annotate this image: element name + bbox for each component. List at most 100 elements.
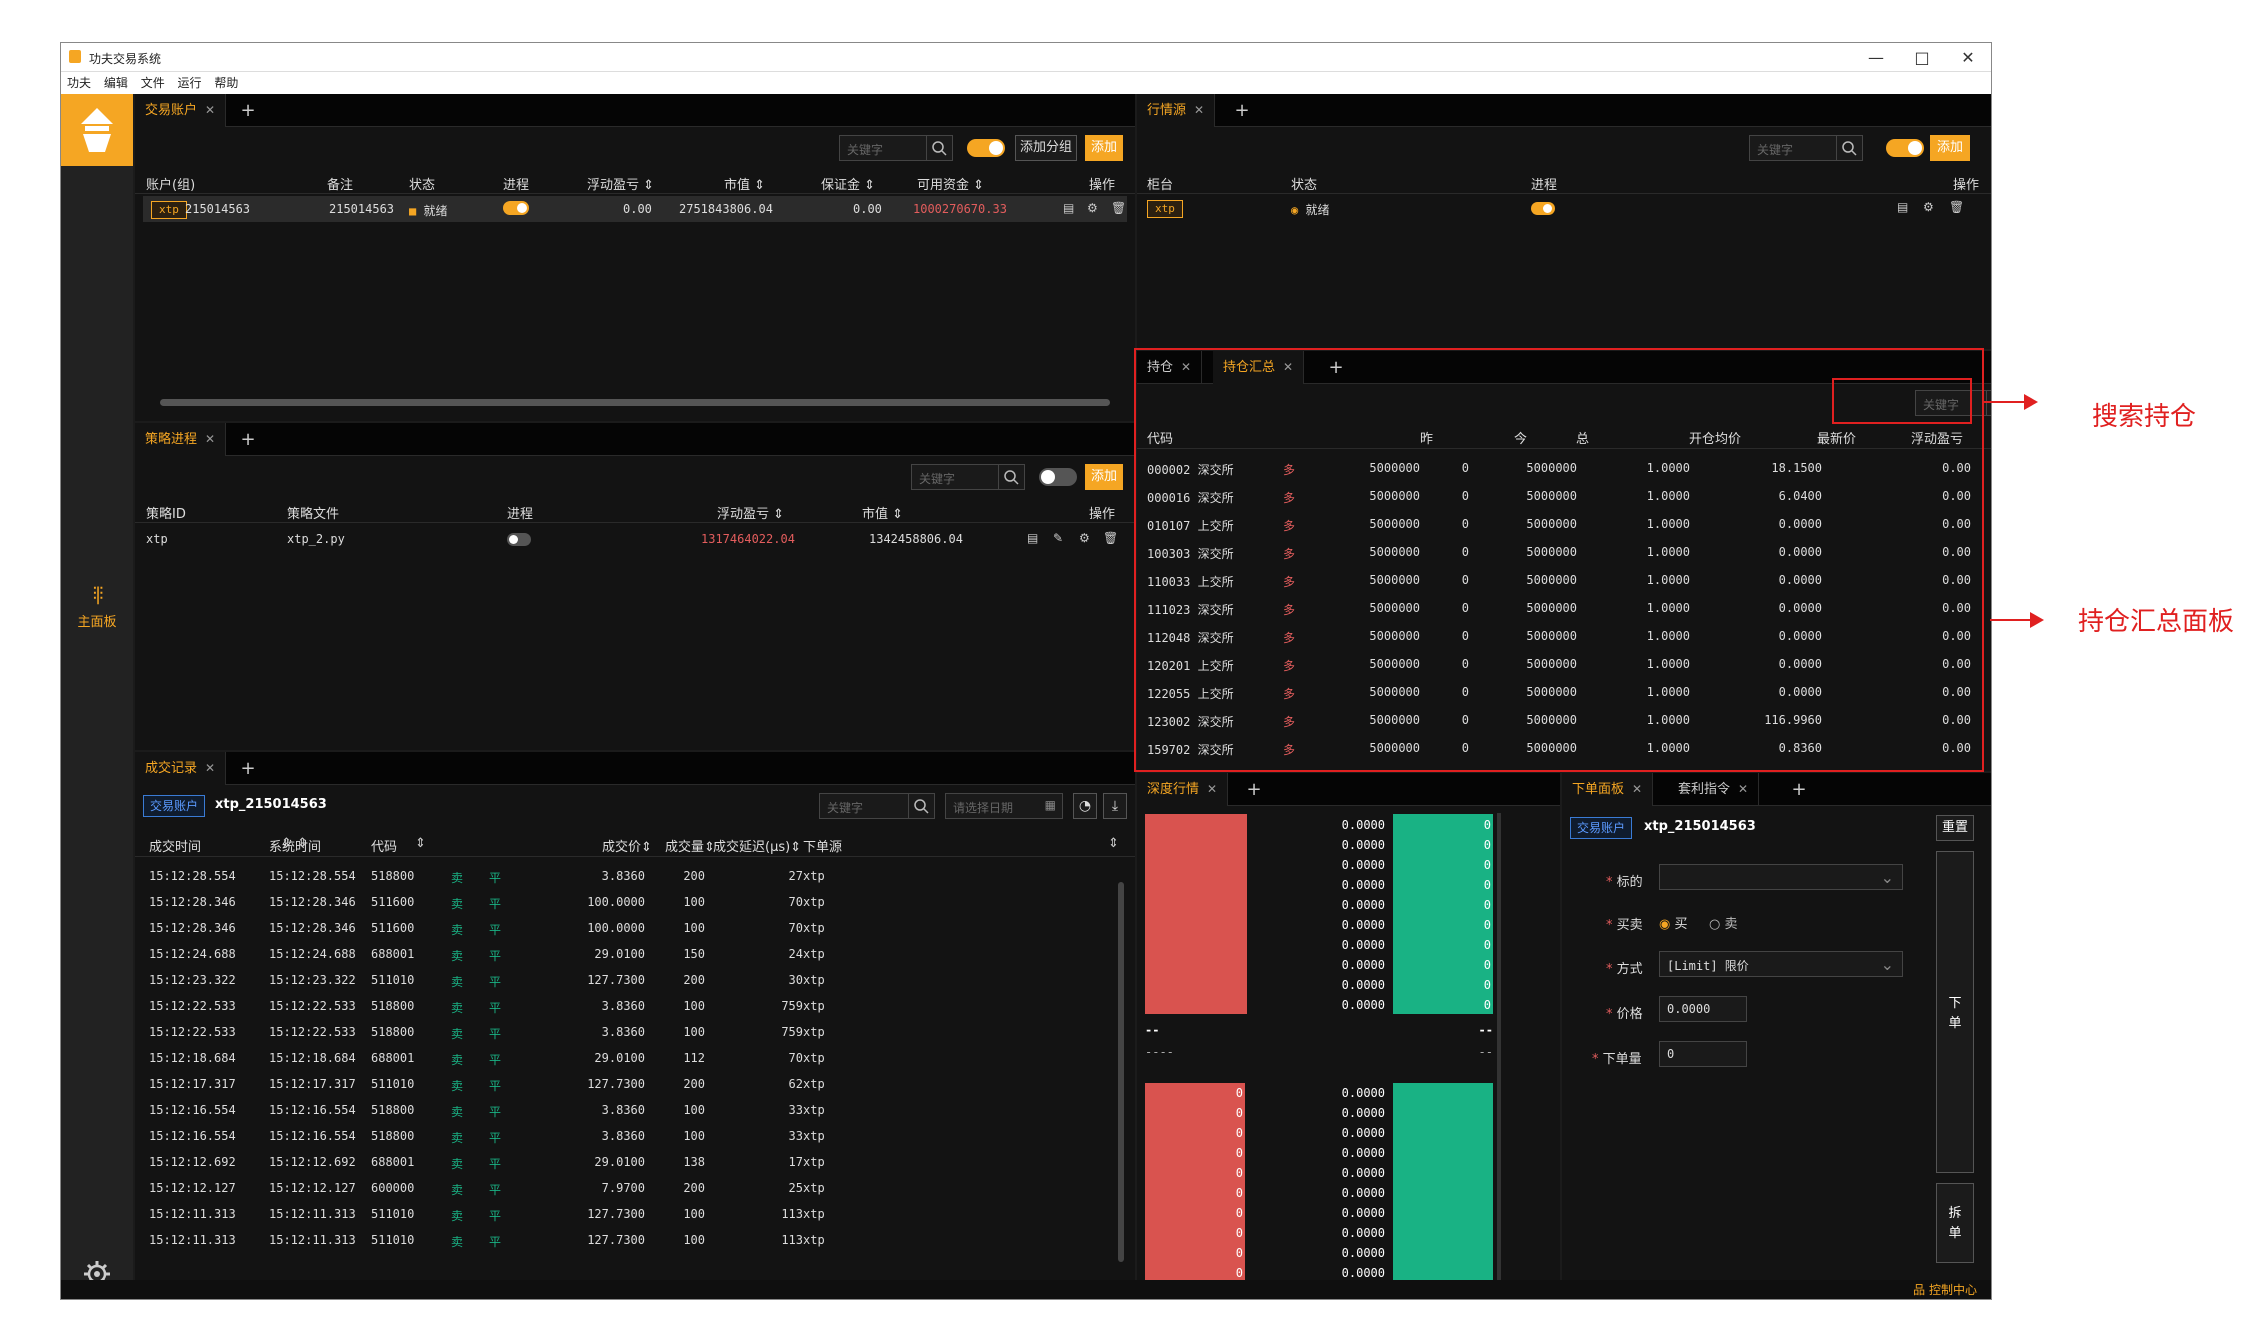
md-row[interactable]: xtp ◉ 就绪 ▤ ⚙ 🗑 [1137,196,1991,222]
table-row[interactable]: 15:12:11.313 15:12:11.313 511010 卖 平 127.7300… [135,1202,1135,1228]
add-tab-button[interactable]: + [1791,779,1807,800]
file-icon[interactable]: ▤ [1063,201,1075,215]
menu-run[interactable]: 运行 [177,76,202,90]
strategies-search-input[interactable]: 关键字 [911,464,1025,490]
md-toggle[interactable] [1886,139,1924,157]
side-buy-radio[interactable]: ◉ 买 [1659,917,1688,932]
tab-depth[interactable]: 深度行情 ✕ [1137,773,1229,806]
side-sell-radio[interactable]: ○ 卖 [1709,917,1738,932]
close-tab-icon[interactable]: ✕ [205,103,216,117]
account-process-toggle[interactable] [503,201,529,215]
nav-main-panel[interactable]: ⫶|⫶ 主面板 [61,584,133,630]
menu-edit[interactable]: 编辑 [103,76,128,90]
date-picker[interactable]: 请选择日期 ▦ [945,793,1063,819]
depth-scrollbar[interactable] [1497,813,1501,1280]
account-row[interactable]: xtp 215014563 215014563 ■ 就绪 0.00 275184… [143,196,1127,222]
table-row[interactable]: 123002 深交所 多 5000000 0 5000000 1.0000 116.9960… [1137,707,1991,735]
maximize-button[interactable]: □ [1914,48,1930,67]
search-icon[interactable] [1986,391,1991,415]
table-row[interactable]: 159702 深交所 多 5000000 0 5000000 1.0000 0.8360 0.… [1137,735,1991,763]
table-row[interactable]: 000016 深交所 多 5000000 0 5000000 1.0000 6.0400 0.… [1137,483,1991,511]
submit-order-button[interactable]: 下单 [1936,851,1974,1173]
table-row[interactable]: 15:12:16.554 15:12:16.554 518800 卖 平 3.8360 10… [135,1098,1135,1124]
tab-accounts[interactable]: 交易账户 ✕ [135,94,227,127]
close-tab-icon[interactable]: ✕ [1283,360,1294,374]
pie-chart-icon[interactable]: ◔ [1073,793,1097,819]
table-row[interactable]: 15:12:12.127 15:12:12.127 600000 卖 平 7.9700 20… [135,1176,1135,1202]
menu-help[interactable]: 帮助 [214,76,239,90]
table-row[interactable]: 15:12:17.317 15:12:17.317 511010 卖 平 127.7300… [135,1072,1135,1098]
table-row[interactable]: 15:12:22.533 15:12:22.533 518800 卖 平 3.8360 10… [135,1020,1135,1046]
add-account-button[interactable]: 添加 [1085,135,1123,161]
close-tab-icon[interactable]: ✕ [205,432,216,446]
download-icon[interactable]: ⤓ [1103,793,1127,819]
horizontal-scrollbar[interactable] [160,399,1110,406]
reset-button[interactable]: 重置 [1936,815,1974,841]
table-row[interactable]: 000002 深交所 多 5000000 0 5000000 1.0000 18.1500 0… [1137,455,1991,483]
table-row[interactable]: 15:12:18.684 15:12:18.684 688001 卖 平 29.0100 1… [135,1046,1135,1072]
close-tab-icon[interactable]: ✕ [1194,103,1205,117]
tab-md-sources[interactable]: 行情源 ✕ [1137,94,1216,127]
menu-file[interactable]: 文件 [140,76,165,90]
method-select[interactable]: [Limit] 限价 ⌄ [1659,951,1903,977]
split-order-button[interactable]: 拆单 [1936,1183,1974,1263]
table-row[interactable]: 010107 上交所 多 5000000 0 5000000 1.0000 0.0000 0.… [1137,511,1991,539]
tab-positions-summary[interactable]: 持仓汇总 ✕ [1213,351,1305,384]
control-center-link[interactable]: 品 控制中心 [1913,1283,1977,1297]
trash-icon[interactable]: 🗑 [1103,531,1119,545]
md-search-input[interactable]: 关键字 [1749,135,1863,161]
tab-order[interactable]: 下单面板 ✕ [1562,773,1654,806]
strategy-row[interactable]: xtp xtp_2.py 1317464022.04 1342458806.04… [135,527,1135,553]
add-md-button[interactable]: 添加 [1930,135,1970,161]
md-process-toggle[interactable] [1531,202,1555,215]
gear-icon[interactable]: ⚙ [1923,200,1934,214]
tab-arbitrage[interactable]: 套利指令 ✕ [1668,773,1760,806]
close-tab-icon[interactable]: ✕ [1738,782,1749,796]
table-row[interactable]: 15:12:11.313 15:12:11.313 511010 卖 平 127.7300… [135,1228,1135,1254]
accounts-search-input[interactable]: 关键字 [839,135,953,161]
add-tab-button[interactable]: + [1234,100,1250,121]
close-tab-icon[interactable]: ✕ [1207,782,1218,796]
table-row[interactable]: 15:12:16.554 15:12:16.554 518800 卖 平 3.8360 10… [135,1124,1135,1150]
add-tab-button[interactable]: + [1246,779,1262,800]
strategies-toggle[interactable] [1039,468,1077,486]
table-row[interactable]: 120201 上交所 多 5000000 0 5000000 1.0000 0.0000 0.… [1137,651,1991,679]
tab-trades[interactable]: 成交记录 ✕ [135,752,227,785]
table-row[interactable]: 111023 深交所 多 5000000 0 5000000 1.0000 0.0000 0.… [1137,595,1991,623]
close-tab-icon[interactable]: ✕ [1632,782,1643,796]
positions-search-input[interactable]: 关键字 [1915,390,1991,416]
table-row[interactable]: 15:12:28.346 15:12:28.346 511600 卖 平 100.0000… [135,916,1135,942]
accounts-toggle[interactable] [967,139,1005,157]
file-icon[interactable]: ▤ [1897,200,1909,214]
add-tab-button[interactable]: + [240,100,256,121]
search-icon[interactable] [1836,136,1862,160]
add-tab-button[interactable]: + [1328,357,1344,378]
instrument-select[interactable]: ⌄ [1659,864,1903,890]
edit-icon[interactable]: ✎ [1053,531,1064,545]
table-row[interactable]: 112048 深交所 多 5000000 0 5000000 1.0000 0.0000 0.… [1137,623,1991,651]
close-tab-icon[interactable]: ✕ [205,761,216,775]
minimize-button[interactable]: — [1868,48,1884,67]
file-icon[interactable]: ▤ [1027,531,1039,545]
price-input[interactable]: 0.0000 [1659,996,1747,1022]
table-row[interactable]: 100303 深交所 多 5000000 0 5000000 1.0000 0.0000 0.… [1137,539,1991,567]
vertical-scrollbar[interactable] [1118,882,1124,1262]
menu-kungfu[interactable]: 功夫 [67,76,92,90]
table-row[interactable]: 110033 上交所 多 5000000 0 5000000 1.0000 0.0000 0.… [1137,567,1991,595]
trash-icon[interactable]: 🗑 [1949,200,1965,214]
volume-input[interactable]: 0 [1659,1041,1747,1067]
trash-icon[interactable]: 🗑 [1111,201,1127,215]
strategy-process-toggle[interactable] [507,533,531,546]
search-icon[interactable] [908,794,934,818]
gear-icon[interactable]: ⚙ [1087,201,1098,215]
table-row[interactable]: 15:12:28.346 15:12:28.346 511600 卖 平 100.0000… [135,890,1135,916]
tab-positions[interactable]: 持仓 ✕ [1137,351,1203,384]
add-tab-button[interactable]: + [240,429,256,450]
table-row[interactable]: 15:12:23.322 15:12:23.322 511010 卖 平 127.7300… [135,968,1135,994]
table-row[interactable]: 15:12:24.688 15:12:24.688 688001 卖 平 29.0100 1… [135,942,1135,968]
add-tab-button[interactable]: + [240,758,256,779]
trades-search-input[interactable]: 关键字 [819,793,935,819]
add-strategy-button[interactable]: 添加 [1085,464,1123,490]
table-row[interactable]: 15:12:22.533 15:12:22.533 518800 卖 平 3.8360 10… [135,994,1135,1020]
tab-strategies[interactable]: 策略进程 ✕ [135,423,227,456]
